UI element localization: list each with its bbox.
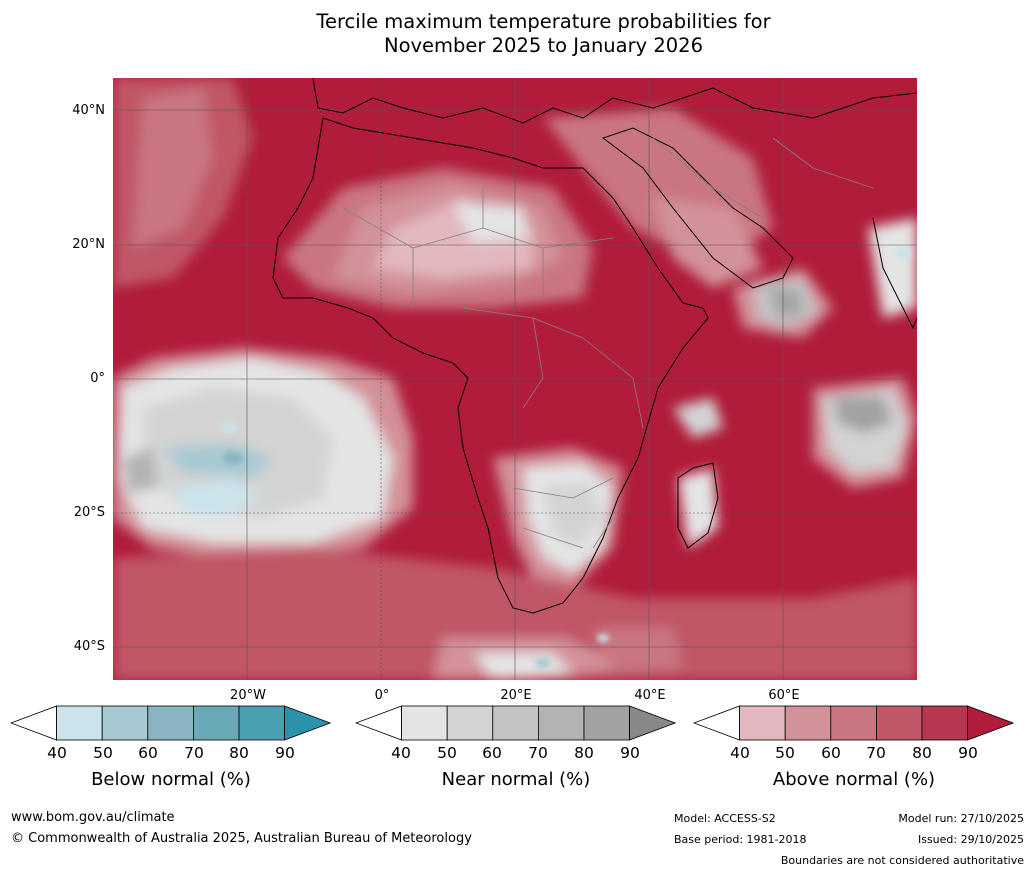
- colorbar-box: [537, 705, 585, 741]
- below-tick-80: 80: [229, 744, 249, 762]
- near-tick-50: 50: [437, 744, 457, 762]
- colorbar-below-normal: [9, 705, 332, 745]
- colorbar-box: [56, 705, 103, 741]
- near-tick-60: 60: [482, 744, 502, 762]
- lon-label-40e: 40°E: [634, 688, 666, 703]
- country-borders: [342, 137, 874, 549]
- above-tick-50: 50: [775, 744, 795, 762]
- lat-label-20s: 20°S: [73, 505, 105, 520]
- below-normal-label: Below normal (%): [91, 769, 251, 790]
- colorbar-box: [784, 705, 832, 741]
- below-tick-40: 40: [47, 744, 67, 762]
- colorbar-box: [446, 705, 494, 741]
- colorbar-extend-high: [284, 705, 332, 741]
- probability-fields: [113, 78, 917, 680]
- near-tick-80: 80: [574, 744, 594, 762]
- coastlines: [272, 78, 917, 614]
- lat-label-0: 0°: [90, 371, 105, 386]
- footer-copyright: © Commonwealth of Australia 2025, Austra…: [11, 831, 472, 846]
- footer-model: Model: ACCESS-S2: [674, 812, 776, 825]
- below-tick-50: 50: [93, 744, 113, 762]
- footer-url: www.bom.gov.au/climate: [11, 810, 175, 825]
- lon-label-60e: 60°E: [768, 688, 800, 703]
- lon-label-20w: 20°W: [230, 688, 266, 703]
- colorbar-box: [492, 705, 539, 741]
- colorbar-extend-high: [967, 705, 1015, 741]
- colorbar-box: [739, 705, 786, 741]
- title-line-2: November 2025 to January 2026: [384, 34, 703, 57]
- colorbar-near-svg: [354, 705, 677, 741]
- above-tick-40: 40: [730, 744, 750, 762]
- colorbar-box: [830, 705, 877, 741]
- probability-detail: [221, 247, 911, 668]
- colorbar-box: [875, 705, 923, 741]
- lat-label-20n: 20°N: [72, 237, 105, 252]
- probability-map: [113, 78, 917, 680]
- footer-issued: Issued: 29/10/2025: [917, 833, 1024, 846]
- colorbar-above-normal: [692, 705, 1015, 745]
- lat-label-40n: 40°N: [72, 103, 105, 118]
- near-normal-label: Near normal (%): [441, 769, 591, 790]
- footer-model-run: Model run: 27/10/2025: [898, 812, 1024, 825]
- below-tick-70: 70: [184, 744, 204, 762]
- colorbar-extend-low: [9, 705, 57, 741]
- colorbar-box: [401, 705, 448, 741]
- colorbar-extend-low: [354, 705, 402, 741]
- colorbar-box: [238, 705, 285, 741]
- above-tick-80: 80: [912, 744, 932, 762]
- below-tick-60: 60: [138, 744, 158, 762]
- colorbar-box: [101, 705, 149, 741]
- colorbar-box: [192, 705, 240, 741]
- colorbar-above-svg: [692, 705, 1015, 741]
- near-tick-70: 70: [528, 744, 548, 762]
- footer-disclaimer: Boundaries are not considered authoritat…: [780, 854, 1024, 867]
- chart-title: Tercile maximum temperature probabilitie…: [0, 10, 1035, 58]
- map-svg: [113, 78, 917, 680]
- lon-label-20e: 20°E: [500, 688, 532, 703]
- colorbar-below-svg: [9, 705, 332, 741]
- near-tick-40: 40: [391, 744, 411, 762]
- above-normal-label: Above normal (%): [772, 769, 936, 790]
- graticule: [113, 78, 917, 680]
- footer-base-period: Base period: 1981-2018: [674, 833, 807, 846]
- colorbar-box: [147, 705, 194, 741]
- below-tick-90: 90: [275, 744, 295, 762]
- lon-label-0: 0°: [374, 688, 390, 703]
- colorbar-box: [583, 705, 630, 741]
- colorbar-extend-high: [629, 705, 677, 741]
- above-tick-60: 60: [821, 744, 841, 762]
- title-line-1: Tercile maximum temperature probabilitie…: [316, 10, 771, 33]
- lat-label-40s: 40°S: [73, 639, 105, 654]
- colorbar-near-normal: [354, 705, 677, 745]
- above-tick-70: 70: [866, 744, 886, 762]
- above-tick-90: 90: [958, 744, 978, 762]
- colorbar-extend-low: [692, 705, 740, 741]
- near-tick-90: 90: [620, 744, 640, 762]
- colorbar-box: [921, 705, 968, 741]
